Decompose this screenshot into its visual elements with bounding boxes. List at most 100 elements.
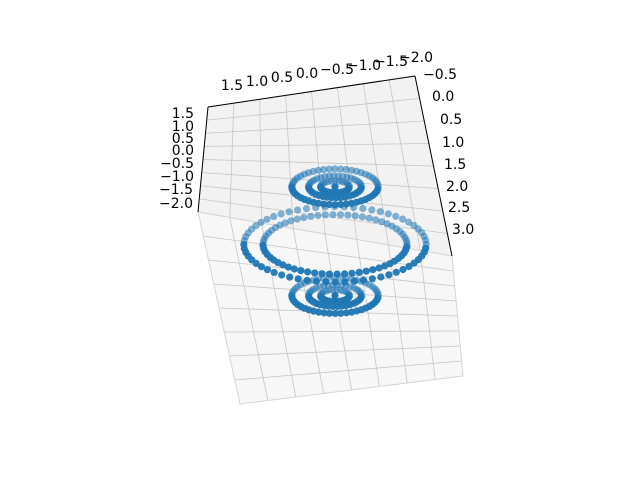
right-tick-label: 2.5 bbox=[448, 200, 470, 216]
data-point bbox=[368, 275, 376, 283]
data-point bbox=[302, 205, 311, 213]
data-point bbox=[314, 166, 322, 174]
data-point bbox=[405, 262, 413, 270]
data-point bbox=[297, 267, 305, 275]
axis-lines bbox=[197, 75, 453, 257]
tick-labels: 1.5 1.0 0.5 0.0 −0.5−1.0−1.5−2.01.51.00.50.0… bbox=[159, 50, 474, 238]
left-tick-label: −0.5 bbox=[160, 156, 194, 172]
data-point bbox=[304, 268, 312, 276]
data-point bbox=[372, 216, 380, 224]
data-point bbox=[344, 211, 352, 219]
data-point bbox=[342, 165, 350, 174]
data-point bbox=[378, 218, 386, 226]
data-point bbox=[357, 182, 365, 190]
data-point bbox=[392, 212, 400, 220]
data-point bbox=[337, 309, 345, 317]
top-tick-label: −1.5 bbox=[374, 54, 408, 70]
data-point bbox=[345, 181, 353, 189]
right-tick-label: 1.0 bbox=[442, 135, 464, 151]
data-point bbox=[293, 215, 301, 223]
data-point bbox=[270, 268, 278, 277]
data-point bbox=[329, 211, 337, 219]
data-point bbox=[294, 275, 302, 283]
data-point bbox=[355, 268, 363, 276]
data-point bbox=[337, 165, 345, 173]
right-tick-label: 0.5 bbox=[440, 112, 462, 128]
data-point bbox=[342, 274, 350, 282]
grid-line bbox=[362, 83, 389, 246]
data-point bbox=[365, 214, 373, 222]
top-tick-label: 0.0 bbox=[296, 66, 318, 82]
top-tick-label: 1.5 bbox=[221, 78, 243, 94]
right-axis-line bbox=[414, 75, 453, 257]
data-point bbox=[294, 206, 302, 214]
right-tick-label: −0.5 bbox=[423, 67, 457, 83]
data-point bbox=[331, 274, 339, 282]
top-tick-label: −2.0 bbox=[399, 50, 433, 66]
left-tick-label: 0.5 bbox=[172, 131, 194, 147]
data-point bbox=[314, 275, 322, 283]
data-point bbox=[399, 215, 407, 223]
data-point bbox=[414, 256, 422, 264]
data-point bbox=[374, 185, 382, 193]
data-point bbox=[342, 309, 350, 317]
top-tick-label: −1.0 bbox=[347, 58, 381, 74]
data-point bbox=[277, 210, 285, 218]
data-point bbox=[369, 266, 377, 274]
data-point bbox=[307, 212, 315, 220]
data-point bbox=[290, 265, 298, 273]
data-point bbox=[336, 274, 344, 282]
data-point bbox=[287, 217, 295, 225]
data-point bbox=[285, 208, 293, 216]
right-tick-label: 2.0 bbox=[446, 179, 468, 195]
left-tick-label: −1.0 bbox=[160, 169, 194, 185]
data-point bbox=[375, 264, 383, 272]
grid-line bbox=[356, 239, 380, 387]
data-point bbox=[350, 203, 358, 212]
data-point bbox=[381, 262, 389, 270]
data-point bbox=[311, 269, 319, 277]
data-point bbox=[331, 183, 339, 191]
right-tick-label: 3.0 bbox=[452, 222, 474, 238]
data-point bbox=[300, 214, 308, 222]
data-point bbox=[314, 211, 322, 220]
data-point bbox=[340, 203, 348, 211]
data-point bbox=[377, 273, 385, 281]
data-point bbox=[358, 213, 366, 221]
left-tick-label: 1.0 bbox=[172, 119, 194, 135]
data-point bbox=[348, 308, 356, 316]
right-tick-label: 0.0 bbox=[432, 89, 454, 105]
top-tick-label: 0.5 bbox=[271, 70, 293, 86]
data-point bbox=[331, 165, 339, 173]
left-tick-label: 0.0 bbox=[172, 143, 194, 159]
data-point bbox=[321, 211, 329, 219]
data-point bbox=[359, 204, 367, 213]
right-tick-label: 1.5 bbox=[444, 157, 466, 173]
data-point bbox=[312, 204, 320, 212]
data-point bbox=[392, 268, 400, 276]
data-point bbox=[353, 298, 361, 306]
data-point bbox=[348, 269, 356, 277]
left-tick-label: −1.5 bbox=[159, 182, 193, 198]
data-point bbox=[321, 203, 329, 211]
data-points bbox=[240, 165, 430, 318]
data-point bbox=[284, 263, 292, 271]
data-point bbox=[399, 265, 407, 274]
grid-line bbox=[388, 244, 408, 384]
data-point bbox=[263, 266, 271, 274]
data-point bbox=[325, 274, 333, 282]
data-point bbox=[384, 210, 392, 218]
data-point bbox=[325, 165, 333, 173]
data-point bbox=[344, 294, 352, 302]
data-point bbox=[263, 215, 271, 223]
grid-line bbox=[229, 345, 461, 357]
grid-line bbox=[224, 330, 459, 333]
top-tick-label: −0.5 bbox=[320, 62, 354, 78]
data-point bbox=[252, 222, 260, 230]
data-point bbox=[362, 304, 370, 312]
data-point bbox=[362, 267, 370, 275]
data-point bbox=[385, 271, 393, 279]
data-point bbox=[320, 274, 328, 282]
left-axis-line bbox=[197, 106, 209, 213]
left-tick-label: 1.5 bbox=[172, 106, 194, 122]
